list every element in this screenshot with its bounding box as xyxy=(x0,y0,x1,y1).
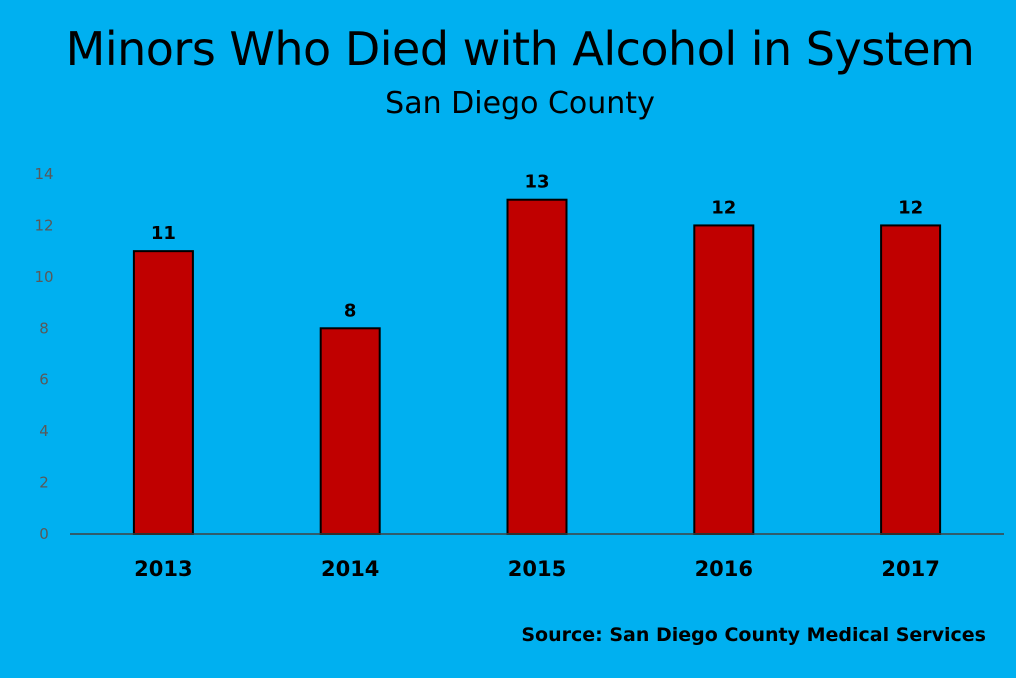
x-tick-label: 2016 xyxy=(695,557,753,581)
y-tick-label: 0 xyxy=(39,525,49,543)
bar-value-label: 13 xyxy=(524,172,549,193)
y-tick-label: 10 xyxy=(34,268,53,286)
bar xyxy=(880,224,942,536)
chart-title: Minors Who Died with Alcohol in System xyxy=(65,22,975,76)
x-tick-label: 2013 xyxy=(134,557,192,581)
bar xyxy=(319,327,381,535)
y-tick-label: 4 xyxy=(39,422,49,440)
y-tick-label: 12 xyxy=(34,216,53,234)
y-tick-label: 6 xyxy=(39,371,49,389)
bar xyxy=(506,198,568,535)
bar xyxy=(132,250,194,535)
bar-value-label: 12 xyxy=(711,197,736,218)
x-tick-label: 2017 xyxy=(881,557,939,581)
x-tick-label: 2014 xyxy=(321,557,379,581)
source-note: Source: San Diego County Medical Service… xyxy=(521,624,986,646)
y-tick-label: 14 xyxy=(34,165,53,183)
chart-subtitle: San Diego County xyxy=(385,86,655,121)
bar-value-label: 8 xyxy=(344,300,357,321)
y-tick-label: 8 xyxy=(39,319,49,337)
bar-value-label: 12 xyxy=(898,197,923,218)
bar-value-label: 11 xyxy=(151,223,176,244)
y-tick-label: 2 xyxy=(39,474,49,492)
x-tick-label: 2015 xyxy=(508,557,566,581)
bar xyxy=(693,224,755,536)
